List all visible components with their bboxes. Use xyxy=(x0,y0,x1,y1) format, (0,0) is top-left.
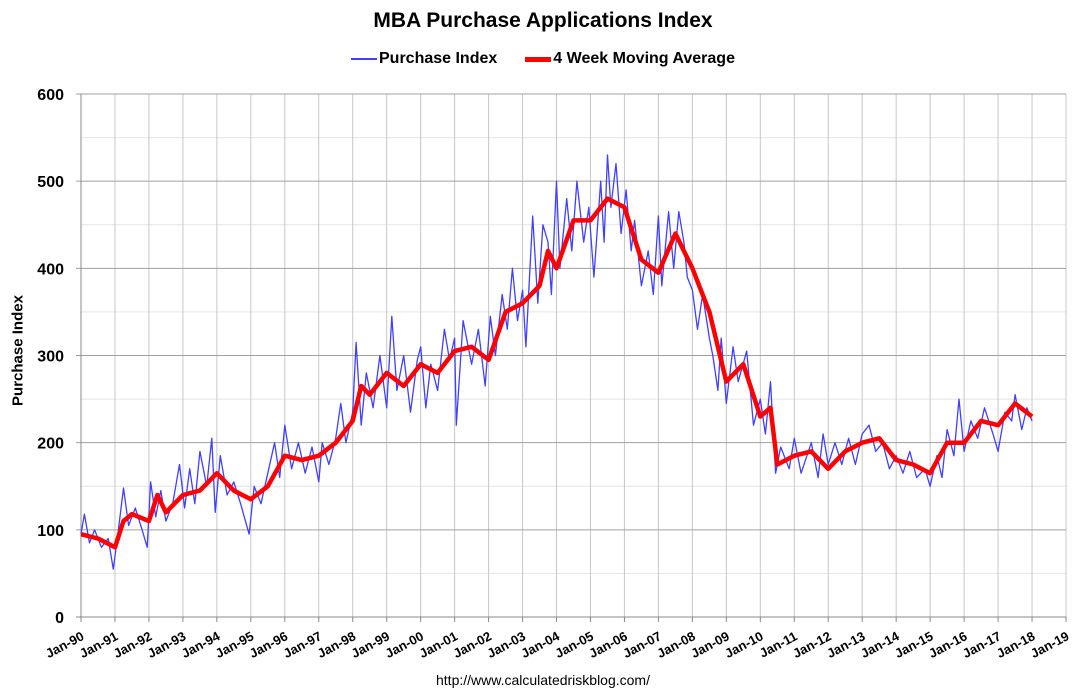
x-tick-label: Jan-93 xyxy=(145,628,188,661)
x-tick-label: Jan-90 xyxy=(43,628,86,661)
legend-label: Purchase Index xyxy=(379,50,498,67)
legend: Purchase Index 4 Week Moving Average xyxy=(0,50,1086,68)
y-tick-label: 300 xyxy=(37,349,64,366)
x-tick-label: Jan-10 xyxy=(722,628,765,661)
x-tick-label: Jan-97 xyxy=(281,628,324,661)
x-tick-label: Jan-05 xyxy=(552,628,595,661)
x-tick-label: Jan-16 xyxy=(926,628,969,661)
x-tick-label: Jan-12 xyxy=(790,628,833,661)
y-tick-label: 500 xyxy=(37,174,64,191)
x-tick-label: Jan-18 xyxy=(994,628,1037,661)
x-tick-label: Jan-08 xyxy=(654,628,697,661)
x-tick-label: Jan-99 xyxy=(349,628,392,661)
y-tick-label: 200 xyxy=(37,436,64,453)
legend-item-moving-average: 4 Week Moving Average xyxy=(525,50,735,68)
x-tick-label: Jan-19 xyxy=(1028,628,1071,661)
x-tick-label: Jan-91 xyxy=(77,628,120,661)
x-tick-label: Jan-96 xyxy=(247,628,290,661)
y-tick-label: 0 xyxy=(55,610,64,627)
y-tick-label: 100 xyxy=(37,523,64,540)
x-tick-label: Jan-06 xyxy=(586,628,629,661)
series-moving-average xyxy=(80,196,1034,550)
x-tick-label: Jan-09 xyxy=(688,628,731,661)
legend-item-purchase-index: Purchase Index xyxy=(351,50,497,68)
x-tick-label: Jan-01 xyxy=(417,628,460,661)
x-tick-label: Jan-13 xyxy=(824,628,867,661)
source-url: http://www.calculatedriskblog.com/ xyxy=(436,672,650,688)
legend-label: 4 Week Moving Average xyxy=(553,50,735,67)
y-tick-label: 600 xyxy=(37,87,64,104)
x-tick-label: Jan-02 xyxy=(451,628,494,661)
x-tick-label: Jan-11 xyxy=(757,628,800,660)
x-tick-label: Jan-00 xyxy=(383,628,426,661)
x-tick-label: Jan-07 xyxy=(620,628,663,661)
x-tick-label: Jan-17 xyxy=(960,628,1003,661)
x-tick-label: Jan-92 xyxy=(111,628,154,661)
x-tick-label: Jan-98 xyxy=(315,628,358,661)
chart-title: MBA Purchase Applications Index xyxy=(373,9,713,32)
x-tick-label: Jan-95 xyxy=(213,628,256,661)
legend-swatch-purchase-index xyxy=(351,58,377,60)
legend-swatch-moving-average xyxy=(525,56,552,62)
x-tick-label: Jan-03 xyxy=(485,628,528,661)
y-tick-label: 400 xyxy=(37,261,64,278)
x-tick-label: Jan-15 xyxy=(892,628,935,661)
